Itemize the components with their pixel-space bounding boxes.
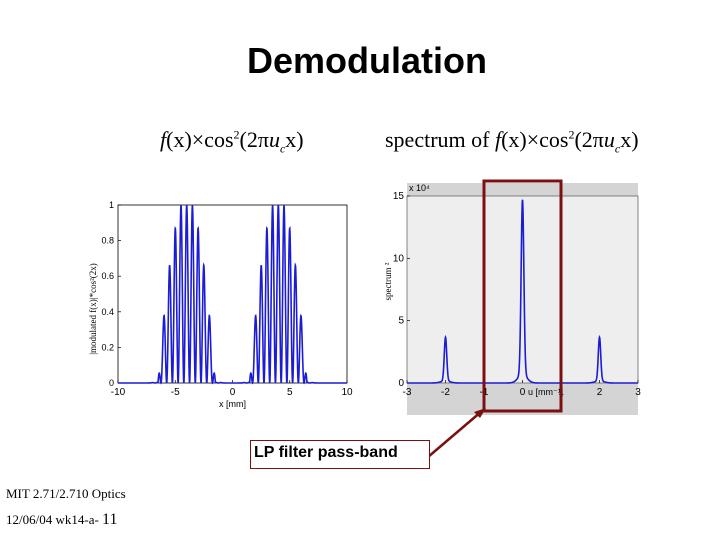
left-x-tick-label: -5 (171, 387, 180, 398)
left-x-tick-label: -10 (111, 387, 126, 398)
left-y-tick-label: 0.2 (101, 342, 114, 352)
eq-arg-close: x) (620, 127, 639, 152)
left-y-axis-label: |modulated f(x)|*cos²(2x) (88, 263, 98, 355)
eq-arg-open: (2π (574, 127, 604, 152)
footer-course: MIT 2.71/2.710 Optics (6, 486, 126, 501)
left-x-tick-label: 5 (287, 387, 293, 398)
left-y-tick-label: 0.4 (101, 307, 114, 317)
right-y-tick-label: 15 (393, 191, 405, 202)
right-y-tick-label: 0 (398, 378, 404, 389)
left-x-axis-label: x [mm] (219, 399, 246, 409)
right-x-axis-label: u [mm⁻¹] (528, 387, 563, 397)
eq-exponent: 2 (568, 127, 575, 142)
eq-body: (x)×cos (166, 127, 234, 152)
left-signal-curve (118, 204, 347, 385)
eq-body: (x)×cos (501, 127, 569, 152)
eq-arg-open: (2π (239, 127, 269, 152)
right-x-tick-label: -2 (441, 387, 450, 398)
right-x-tick-label: 2 (597, 387, 603, 398)
eq-sub: c (614, 141, 621, 156)
eq-u: u (268, 127, 280, 152)
left-plot-frame (117, 204, 348, 384)
right-spectrum-curve (407, 199, 638, 384)
passband-arrow-head (474, 408, 486, 418)
left-y-tick-label: 0.8 (101, 236, 114, 246)
left-y-tick-label: 0 (109, 378, 114, 388)
right-y-tick-label: 5 (398, 316, 404, 327)
right-y-tick-label: 10 (393, 253, 405, 264)
slide-number: 11 (102, 511, 118, 528)
right-x-tick-label: -3 (403, 387, 412, 398)
left-y-tick-label: 0.6 (101, 271, 114, 281)
left-plot-equation: f(x)×cos2(2πucx) (160, 127, 304, 156)
left-x-tick-label: 0 (230, 387, 236, 398)
eq-sub: c (279, 141, 286, 156)
eq-u: u (603, 127, 615, 152)
right-y-scale-label: x 10⁴ (409, 183, 430, 193)
slide-title: Demodulation (247, 40, 487, 81)
left-y-tick-label: 1 (109, 200, 114, 210)
right-x-tick-label: 0 (520, 387, 526, 398)
right-x-tick-label: 3 (635, 387, 641, 398)
right-y-axis-label: spectrum ² (383, 262, 393, 300)
eq-f: f (160, 127, 167, 152)
footer-date-text: 12/06/04 wk14-a- (6, 512, 99, 527)
right-plot-equation: spectrum of f(x)×cos2(2πucx) (385, 127, 639, 156)
footer-date: 12/06/04 wk14-a- 11 (6, 511, 117, 529)
eq-arg-close: x) (285, 127, 304, 152)
eq-prefix: spectrum of (385, 127, 495, 152)
eq-exponent: 2 (233, 127, 240, 142)
caption-box (250, 440, 430, 469)
passband-arrow-line (427, 410, 483, 458)
passband-highlight-box (482, 179, 563, 413)
left-x-tick-label: 10 (341, 387, 353, 398)
lp-filter-caption: LP filter pass-band (254, 444, 398, 461)
eq-f: f (494, 127, 502, 152)
